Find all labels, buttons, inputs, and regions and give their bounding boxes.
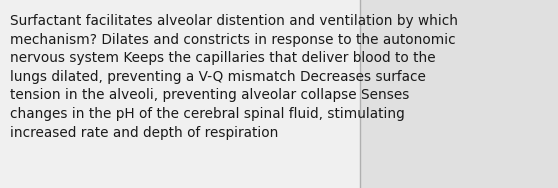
FancyBboxPatch shape: [360, 0, 558, 188]
Text: Surfactant facilitates alveolar distention and ventilation by which
mechanism? D: Surfactant facilitates alveolar distenti…: [10, 14, 458, 140]
FancyBboxPatch shape: [0, 0, 360, 188]
